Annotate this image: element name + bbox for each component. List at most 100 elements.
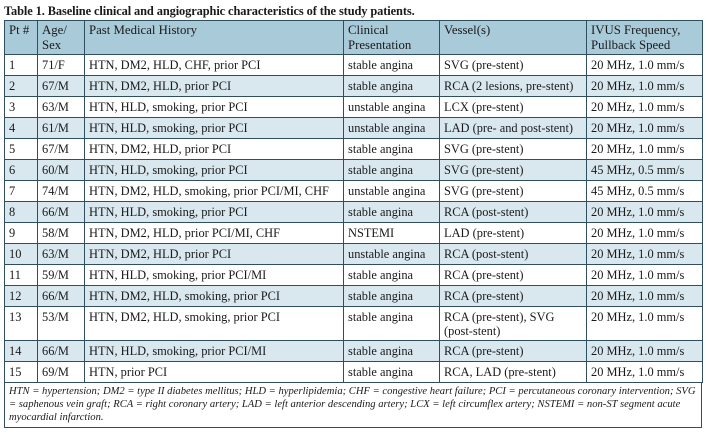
cell-ivus: 20 MHz, 1.0 mm/s xyxy=(586,201,703,223)
cell-history: HTN, HLD, smoking, prior PCI xyxy=(84,96,344,118)
cell-ivus: 20 MHz, 1.0 mm/s xyxy=(586,243,703,265)
cell-age-sex: 59/M xyxy=(37,264,85,286)
cell-vessels: RCA (pre-stent) xyxy=(439,285,587,307)
cell-ivus: 20 MHz, 1.0 mm/s xyxy=(586,96,703,118)
cell-ivus: 20 MHz, 1.0 mm/s xyxy=(586,138,703,160)
cell-presentation: unstable angina xyxy=(343,243,440,265)
cell-vessels: RCA (2 lesions, pre-stent) xyxy=(439,75,587,97)
cell-ivus: 20 MHz, 1.0 mm/s xyxy=(586,264,703,286)
column-header-history: Past Medical History xyxy=(84,20,344,55)
cell-age-sex: 60/M xyxy=(37,159,85,181)
cell-history: HTN, HLD, smoking, prior PCI/MI xyxy=(84,264,344,286)
cell-pt: 10 xyxy=(4,243,38,265)
cell-ivus: 20 MHz, 1.0 mm/s xyxy=(586,117,703,139)
table-row: 15 69/M HTN, prior PCI stable angina RCA, LA… xyxy=(4,361,703,383)
table-row: 5 67/M HTN, DM2, HLD, prior PCI stable angi… xyxy=(4,138,703,160)
cell-vessels: RCA (pre-stent) xyxy=(439,340,587,362)
table-row: 4 61/M HTN, HLD, smoking, prior PCI unstabl… xyxy=(4,117,703,139)
cell-pt: 12 xyxy=(4,285,38,307)
cell-pt: 8 xyxy=(4,201,38,223)
table-row: 3 63/M HTN, HLD, smoking, prior PCI unstabl… xyxy=(4,96,703,118)
cell-history: HTN, DM2, HLD, CHF, prior PCI xyxy=(84,54,344,76)
cell-presentation: stable angina xyxy=(343,159,440,181)
cell-history: HTN, HLD, smoking, prior PCI xyxy=(84,201,344,223)
column-header-pt: Pt # xyxy=(4,20,38,55)
cell-presentation: stable angina xyxy=(343,340,440,362)
cell-age-sex: 63/M xyxy=(37,96,85,118)
cell-pt: 6 xyxy=(4,159,38,181)
cell-vessels: SVG (pre-stent) xyxy=(439,138,587,160)
cell-ivus: 20 MHz, 1.0 mm/s xyxy=(586,222,703,244)
cell-age-sex: 66/M xyxy=(37,340,85,362)
table-row: 8 66/M HTN, HLD, smoking, prior PCI stable … xyxy=(4,201,703,223)
cell-age-sex: 66/M xyxy=(37,285,85,307)
cell-age-sex: 74/M xyxy=(37,180,85,202)
cell-presentation: unstable angina xyxy=(343,180,440,202)
table-row: 7 74/M HTN, DM2, HLD, smoking, prior PCI/M… xyxy=(4,180,703,202)
cell-vessels: RCA (pre-stent), SVG (post-stent) xyxy=(439,306,587,341)
cell-vessels: LCX (pre-stent) xyxy=(439,96,587,118)
column-header-ivus: IVUS Frequency, Pullback Speed xyxy=(586,20,703,55)
cell-presentation: stable angina xyxy=(343,54,440,76)
table-row: 14 66/M HTN, HLD, smoking, prior PCI/MI sta… xyxy=(4,340,703,362)
patient-characteristics-table: Pt # Age/ Sex Past Medical History Clini… xyxy=(4,20,703,383)
cell-vessels: RCA (post-stent) xyxy=(439,243,587,265)
cell-ivus: 20 MHz, 1.0 mm/s xyxy=(586,75,703,97)
table-row: 6 60/M HTN, HLD, smoking, prior PCI stable … xyxy=(4,159,703,181)
cell-vessels: RCA (post-stent) xyxy=(439,201,587,223)
cell-pt: 1 xyxy=(4,54,38,76)
table-header-row: Pt # Age/ Sex Past Medical History Clini… xyxy=(4,20,703,55)
cell-history: HTN, prior PCI xyxy=(84,361,344,383)
cell-history: HTN, DM2, HLD, smoking, prior PCI xyxy=(84,285,344,307)
table-row: 2 67/M HTN, DM2, HLD, prior PCI stable angi… xyxy=(4,75,703,97)
cell-presentation: unstable angina xyxy=(343,96,440,118)
cell-history: HTN, HLD, smoking, prior PCI/MI xyxy=(84,340,344,362)
cell-vessels: SVG (pre-stent) xyxy=(439,159,587,181)
table-row: 13 53/M HTN, DM2, HLD, smoking, prior PCI s… xyxy=(4,306,703,341)
cell-age-sex: 69/M xyxy=(37,361,85,383)
table-caption: Table 1. Baseline clinical and angiograp… xyxy=(4,4,415,18)
table-footnote: HTN = hypertension; DM2 = type II diabet… xyxy=(4,383,702,428)
cell-ivus: 20 MHz, 1.0 mm/s xyxy=(586,361,703,383)
column-header-presentation: Clinical Presentation xyxy=(343,20,440,55)
cell-age-sex: 67/M xyxy=(37,138,85,160)
cell-presentation: NSTEMI xyxy=(343,222,440,244)
table-row: 11 59/M HTN, HLD, smoking, prior PCI/MI sta… xyxy=(4,264,703,286)
cell-pt: 15 xyxy=(4,361,38,383)
table-row: 1 71/F HTN, DM2, HLD, CHF, prior PCI stable… xyxy=(4,54,703,76)
cell-history: HTN, HLD, smoking, prior PCI xyxy=(84,159,344,181)
cell-ivus: 20 MHz, 1.0 mm/s xyxy=(586,340,703,362)
cell-presentation: unstable angina xyxy=(343,117,440,139)
cell-history: HTN, DM2, HLD, prior PCI xyxy=(84,75,344,97)
cell-age-sex: 71/F xyxy=(37,54,85,76)
cell-pt: 5 xyxy=(4,138,38,160)
cell-pt: 14 xyxy=(4,340,38,362)
cell-ivus: 20 MHz, 1.0 mm/s xyxy=(586,285,703,307)
cell-vessels: LAD (pre- and post-stent) xyxy=(439,117,587,139)
cell-age-sex: 63/M xyxy=(37,243,85,265)
table-row: 12 66/M HTN, DM2, HLD, smoking, prior PCI s… xyxy=(4,285,703,307)
cell-pt: 13 xyxy=(4,306,38,341)
cell-ivus: 20 MHz, 1.0 mm/s xyxy=(586,306,703,341)
cell-pt: 4 xyxy=(4,117,38,139)
cell-pt: 7 xyxy=(4,180,38,202)
cell-history: HTN, DM2, HLD, smoking, prior PCI/MI, CH… xyxy=(84,180,344,202)
cell-presentation: stable angina xyxy=(343,306,440,341)
cell-history: HTN, DM2, HLD, prior PCI xyxy=(84,243,344,265)
cell-vessels: RCA (pre-stent) xyxy=(439,264,587,286)
cell-ivus: 45 MHz, 0.5 mm/s xyxy=(586,180,703,202)
cell-history: HTN, HLD, smoking, prior PCI xyxy=(84,117,344,139)
cell-presentation: stable angina xyxy=(343,264,440,286)
table-row: 9 58/M HTN, DM2, HLD, prior PCI/MI, CHF NST… xyxy=(4,222,703,244)
cell-ivus: 20 MHz, 1.0 mm/s xyxy=(586,54,703,76)
cell-history: HTN, DM2, HLD, smoking, prior PCI xyxy=(84,306,344,341)
cell-pt: 3 xyxy=(4,96,38,118)
cell-presentation: stable angina xyxy=(343,201,440,223)
cell-vessels: LAD (pre-stent) xyxy=(439,222,587,244)
column-header-vessels: Vessel(s) xyxy=(439,20,587,55)
table-row: 10 63/M HTN, DM2, HLD, prior PCI unstable a… xyxy=(4,243,703,265)
cell-presentation: stable angina xyxy=(343,138,440,160)
cell-pt: 11 xyxy=(4,264,38,286)
cell-age-sex: 67/M xyxy=(37,75,85,97)
